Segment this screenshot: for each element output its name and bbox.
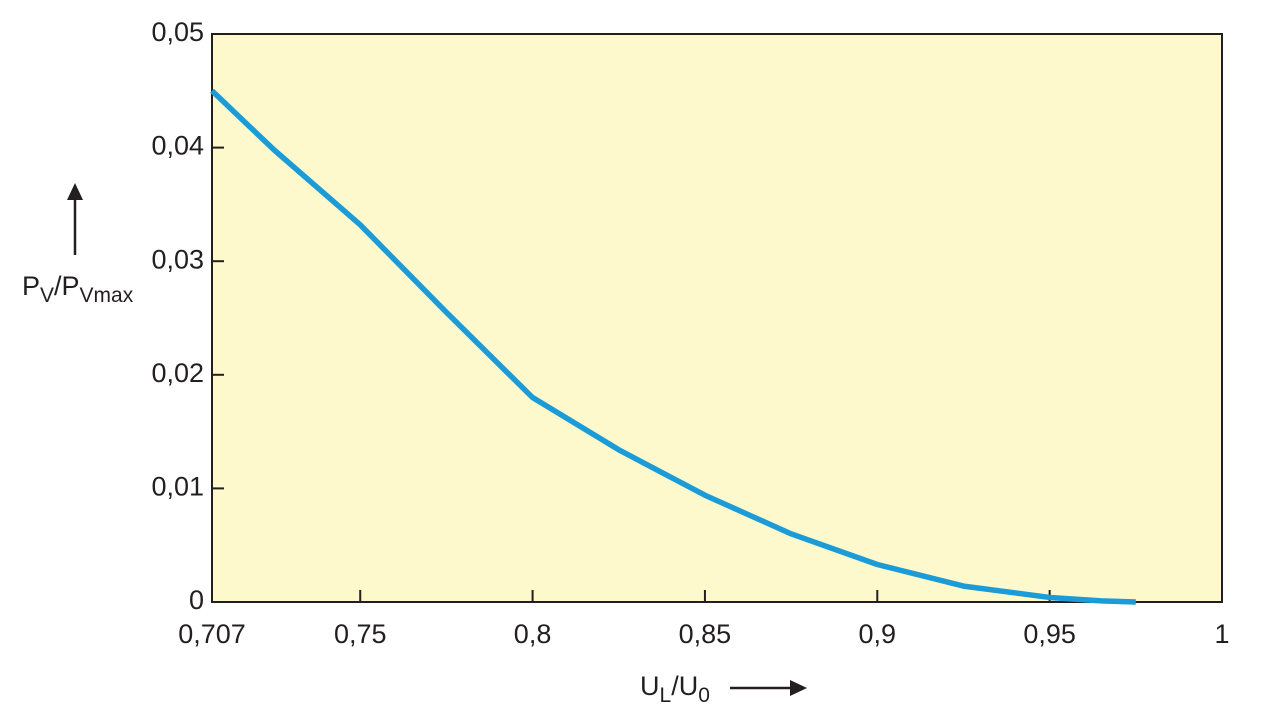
y-tick-label: 0,05 (151, 17, 204, 47)
x-tick-label: 0,75 (334, 619, 387, 649)
x-tick-label: 0,9 (859, 619, 897, 649)
line (210, 88, 1136, 605)
x-tick-label: 0,85 (679, 619, 732, 649)
y-tick-label: 0 (189, 585, 204, 615)
y-axis-label: PV/PVmax (22, 271, 134, 306)
y-tick-label: 0,01 (151, 472, 204, 502)
y-arrow (67, 183, 83, 255)
x-tick-label: 0,95 (1023, 619, 1076, 649)
x-tick-label: 1 (1214, 619, 1229, 649)
x-tick-label: 0,8 (514, 619, 552, 649)
y-tick-label: 0,04 (151, 131, 204, 161)
y-tick-label: 0,02 (151, 358, 204, 388)
x-axis-label: UL/U0 (640, 671, 710, 706)
x-tick-label: 0,707 (178, 619, 246, 649)
x-arrow (730, 680, 807, 696)
plot-area (211, 33, 1223, 603)
y-tick-label: 0,03 (151, 244, 204, 274)
